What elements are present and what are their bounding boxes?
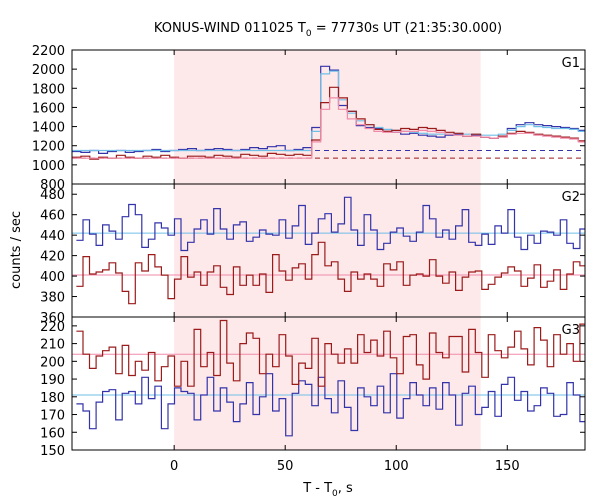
y-tick-label: 1600 (32, 101, 65, 116)
y-tick-label: 360 (40, 311, 65, 326)
count-rate-series-3 (72, 86, 585, 160)
y-tick-label: 480 (40, 188, 65, 203)
count-rate-series-1 (76, 373, 585, 437)
y-tick-label: 1800 (32, 82, 65, 97)
count-rate-series-2 (72, 70, 585, 152)
y-tick-label: 440 (40, 229, 65, 244)
y-tick-label: 210 (40, 338, 65, 353)
x-tick-label: 50 (277, 459, 294, 474)
count-rate-series-2 (76, 241, 585, 305)
y-tick-label: 160 (40, 426, 65, 441)
y-tick-label: 420 (40, 250, 65, 265)
panel-label-g2: G2 (562, 190, 580, 205)
panel-label-g3: G3 (562, 323, 580, 338)
count-rate-series-4 (72, 97, 585, 159)
y-tick-label: 190 (40, 373, 65, 388)
panel-g3: 150 160 170 180 190 200 210 220 G3 (40, 316, 586, 459)
burst-interval-highlight (174, 50, 481, 184)
panel-plot-area (72, 319, 585, 437)
y-tick-label: 200 (40, 355, 65, 370)
y-tick-label: 1400 (32, 121, 65, 136)
panel-g1: 800 1000 1200 1400 1600 1800 2000 2200 G1 (32, 44, 586, 193)
x-tick-label: 0 (170, 459, 178, 474)
y-tick-label: 380 (40, 291, 65, 306)
chart-title: KONUS-WIND 011025 T0 = 77730s UT (21:35:… (154, 21, 502, 39)
y-tick-label: 2000 (32, 63, 65, 78)
y-axis-title: counts / sec (9, 211, 24, 289)
y-tick-label: 2200 (32, 44, 65, 59)
panel-g2: 360 380 400 420 440 460 480 G2 (40, 183, 586, 326)
burst-interval-highlight (174, 184, 481, 317)
y-tick-label: 800 (40, 178, 65, 193)
y-tick-label: 180 (40, 391, 65, 406)
chart-panels: 8001000120014001600180020002200G13603804… (32, 44, 586, 474)
y-tick-label: 170 (40, 409, 65, 424)
panel-plot-area (72, 196, 585, 305)
x-tick-label: 150 (495, 459, 520, 474)
panel-plot-area (72, 65, 585, 160)
panel-label-g1: G1 (562, 56, 580, 71)
y-tick-label: 220 (40, 320, 65, 335)
y-tick-label: 150 (40, 444, 65, 459)
y-tick-label: 460 (40, 209, 65, 224)
y-tick-label: 400 (40, 270, 65, 285)
panel-frame (71, 316, 586, 451)
x-axis-title: T - T0, s (302, 481, 353, 499)
y-tick-label: 1200 (32, 140, 65, 155)
x-tick-label: 100 (384, 459, 409, 474)
count-rate-series-2 (76, 319, 585, 387)
count-rate-series-1 (76, 196, 585, 252)
y-tick-label: 1000 (32, 159, 65, 174)
